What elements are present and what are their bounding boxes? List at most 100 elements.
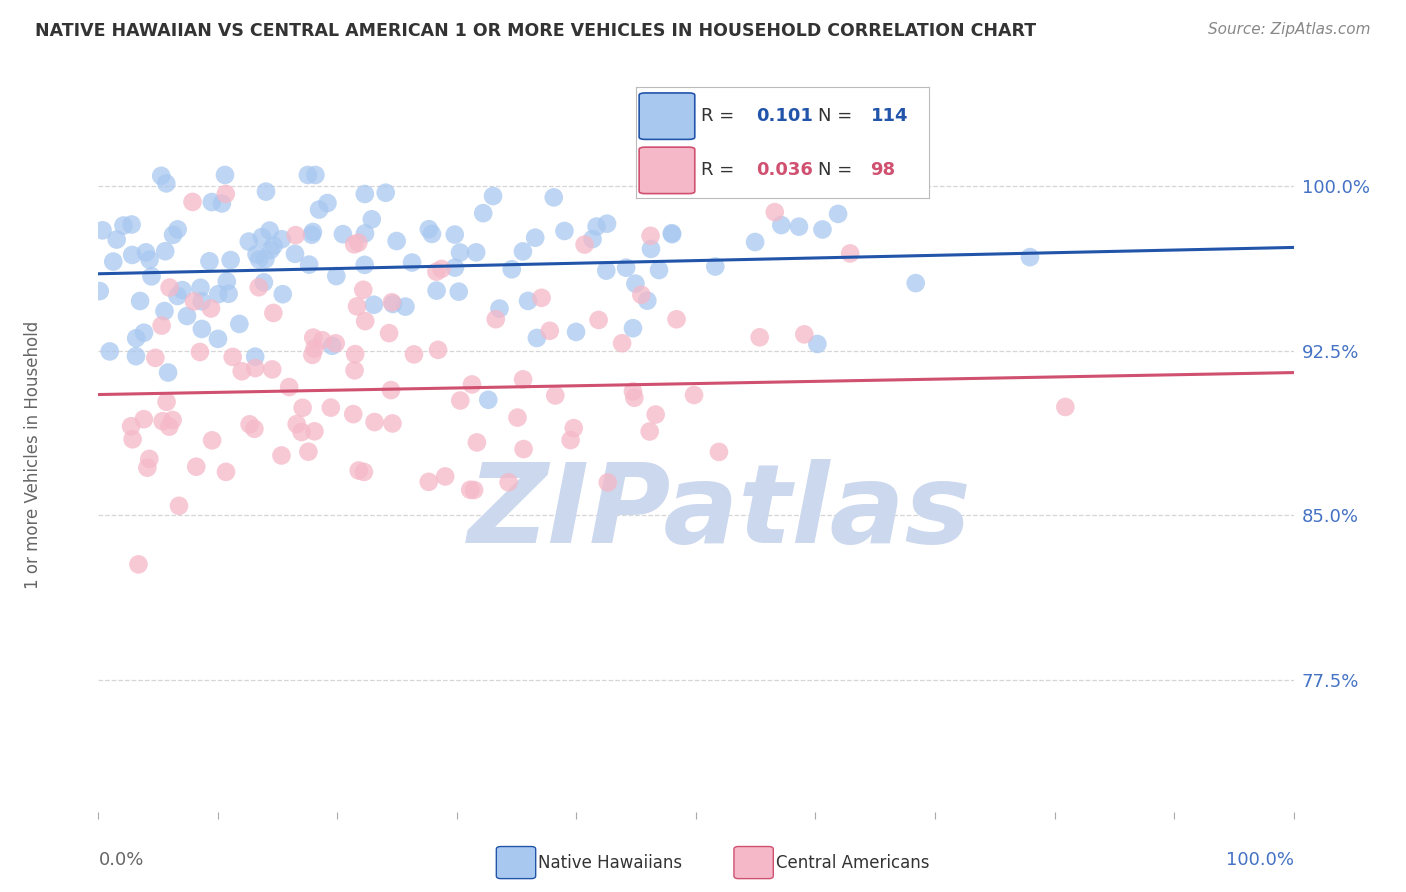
Point <box>344 347 367 361</box>
Point <box>342 407 364 421</box>
FancyBboxPatch shape <box>640 93 695 139</box>
Point <box>121 218 143 232</box>
Point <box>162 227 184 242</box>
Point <box>544 388 567 402</box>
Point <box>353 465 375 479</box>
Point <box>485 312 508 326</box>
Point <box>243 350 266 364</box>
Point <box>98 344 121 359</box>
Point <box>343 363 366 377</box>
Text: 114: 114 <box>870 107 908 125</box>
Point <box>704 260 727 274</box>
Text: 0.0%: 0.0% <box>98 851 143 869</box>
Point <box>270 232 292 246</box>
Point <box>157 366 180 380</box>
Point <box>304 342 326 356</box>
Point <box>263 239 285 253</box>
Point <box>596 475 619 490</box>
Point <box>262 306 284 320</box>
Point <box>648 263 671 277</box>
Point <box>538 324 561 338</box>
Point <box>472 206 495 220</box>
Point <box>125 331 148 345</box>
Point <box>354 314 377 328</box>
Point <box>153 304 176 318</box>
Point <box>243 422 266 436</box>
Point <box>166 222 188 236</box>
Point <box>904 276 927 290</box>
Point <box>394 300 416 314</box>
Point <box>141 269 163 284</box>
Point <box>482 189 505 203</box>
Point <box>290 425 312 439</box>
Point <box>259 243 281 257</box>
Point <box>585 219 607 234</box>
Point <box>215 186 238 201</box>
Point <box>565 325 588 339</box>
Point <box>363 298 385 312</box>
Point <box>127 558 149 572</box>
Point <box>343 237 366 252</box>
Point <box>426 284 449 298</box>
Point <box>159 280 181 294</box>
Text: N =: N = <box>818 161 858 179</box>
Point <box>501 262 523 277</box>
Point <box>138 451 160 466</box>
Point <box>588 313 610 327</box>
Point <box>385 234 408 248</box>
Point <box>190 294 212 309</box>
Point <box>301 348 323 362</box>
Point <box>640 228 662 243</box>
Point <box>402 347 425 361</box>
Point <box>780 171 803 186</box>
Point <box>250 230 273 244</box>
Point <box>188 345 211 359</box>
Point <box>211 196 233 211</box>
Point <box>595 263 617 277</box>
Point <box>380 383 402 397</box>
Point <box>150 169 173 183</box>
Point <box>121 432 143 446</box>
Point <box>449 393 471 408</box>
Point <box>254 185 277 199</box>
Point <box>190 281 212 295</box>
Point <box>247 252 270 267</box>
Text: Source: ZipAtlas.com: Source: ZipAtlas.com <box>1208 22 1371 37</box>
Point <box>512 442 534 456</box>
Point <box>162 413 184 427</box>
Point <box>427 343 450 357</box>
Point <box>218 286 240 301</box>
Point <box>1054 400 1077 414</box>
Point <box>105 233 128 247</box>
Point <box>363 415 385 429</box>
Point <box>512 244 534 259</box>
Point <box>304 168 326 182</box>
Point <box>526 331 548 345</box>
Point <box>748 330 770 344</box>
Point <box>325 269 347 284</box>
Point <box>353 258 375 272</box>
Point <box>91 223 114 237</box>
Point <box>644 408 666 422</box>
Point <box>284 228 307 243</box>
Point <box>430 262 453 277</box>
Point <box>621 321 644 335</box>
Point <box>787 219 810 234</box>
Point <box>238 235 260 249</box>
Point <box>112 219 135 233</box>
Point <box>103 254 125 268</box>
Point <box>298 258 321 272</box>
Point <box>640 242 662 256</box>
Point <box>132 326 155 340</box>
Point <box>239 417 262 432</box>
Point <box>157 419 180 434</box>
Point <box>621 384 644 399</box>
Point <box>198 254 221 268</box>
Point <box>360 212 382 227</box>
Point <box>311 333 333 347</box>
Text: 1 or more Vehicles in Household: 1 or more Vehicles in Household <box>24 321 42 589</box>
Point <box>827 207 849 221</box>
Point <box>707 445 730 459</box>
Point <box>661 227 683 242</box>
Point <box>155 244 177 259</box>
